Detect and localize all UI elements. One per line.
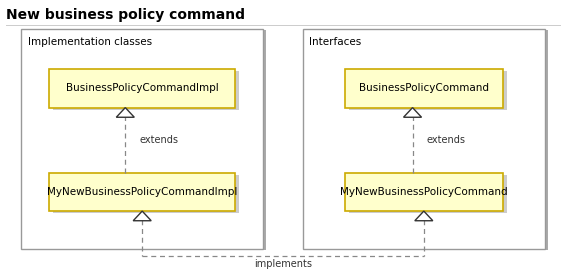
FancyBboxPatch shape: [53, 71, 239, 110]
Text: Interfaces: Interfaces: [310, 37, 362, 47]
FancyBboxPatch shape: [349, 175, 507, 213]
Polygon shape: [404, 108, 422, 117]
Text: BusinessPolicyCommand: BusinessPolicyCommand: [359, 83, 489, 93]
FancyBboxPatch shape: [306, 30, 548, 250]
Text: extends: extends: [139, 135, 178, 145]
FancyBboxPatch shape: [49, 173, 235, 211]
FancyBboxPatch shape: [24, 30, 266, 250]
FancyBboxPatch shape: [345, 69, 503, 108]
FancyBboxPatch shape: [349, 71, 507, 110]
Text: MyNewBusinessPolicyCommand: MyNewBusinessPolicyCommand: [340, 187, 508, 197]
Text: BusinessPolicyCommandImpl: BusinessPolicyCommandImpl: [66, 83, 218, 93]
Text: Implementation classes: Implementation classes: [28, 37, 152, 47]
Text: implements: implements: [254, 259, 312, 269]
FancyBboxPatch shape: [53, 175, 239, 213]
FancyBboxPatch shape: [303, 29, 545, 249]
Text: MyNewBusinessPolicyCommandImpl: MyNewBusinessPolicyCommandImpl: [47, 187, 237, 197]
Polygon shape: [415, 211, 433, 221]
Text: New business policy command: New business policy command: [6, 8, 245, 22]
FancyBboxPatch shape: [21, 29, 263, 249]
Text: extends: extends: [427, 135, 466, 145]
Polygon shape: [116, 108, 134, 117]
FancyBboxPatch shape: [49, 69, 235, 108]
FancyBboxPatch shape: [345, 173, 503, 211]
Polygon shape: [133, 211, 151, 221]
